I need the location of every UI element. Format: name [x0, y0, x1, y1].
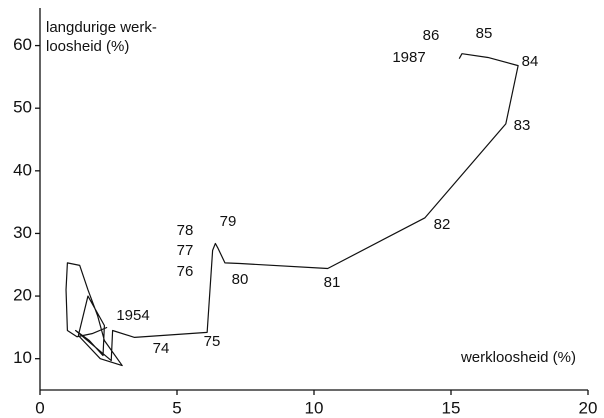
y-tick-label: 10 [13, 348, 32, 367]
y-tick-label: 60 [13, 35, 32, 54]
point-label: 1987 [392, 49, 425, 66]
y-tick-label: 30 [13, 223, 32, 242]
point-label: 75 [204, 333, 221, 350]
x-tick-label: 10 [305, 398, 324, 417]
point-label: 79 [220, 213, 237, 230]
point-label: 78 [177, 222, 194, 239]
x-tick-label: 15 [442, 398, 461, 417]
point-label: 81 [324, 274, 341, 291]
point-label: 85 [476, 25, 493, 42]
point-label: 86 [423, 27, 440, 44]
point-label: 82 [434, 216, 451, 233]
data-line [65, 53, 519, 367]
y-axis-label: loosheid (%) [46, 38, 129, 55]
point-label: 74 [153, 340, 170, 357]
y-axis-label: langdurige werk- [46, 19, 157, 36]
point-label: 76 [177, 263, 194, 280]
x-tick-label: 20 [579, 398, 598, 417]
y-tick-label: 40 [13, 160, 32, 179]
x-tick-label: 5 [172, 398, 181, 417]
y-tick-label: 20 [13, 286, 32, 305]
x-tick-label: 0 [35, 398, 44, 417]
y-tick-label: 50 [13, 98, 32, 117]
point-label: 77 [177, 242, 194, 259]
point-label: 84 [522, 53, 539, 70]
point-label: 83 [514, 117, 531, 134]
point-label: 80 [232, 271, 249, 288]
point-label: 1954 [116, 307, 149, 324]
x-axis-label: werkloosheid (%) [460, 349, 576, 366]
